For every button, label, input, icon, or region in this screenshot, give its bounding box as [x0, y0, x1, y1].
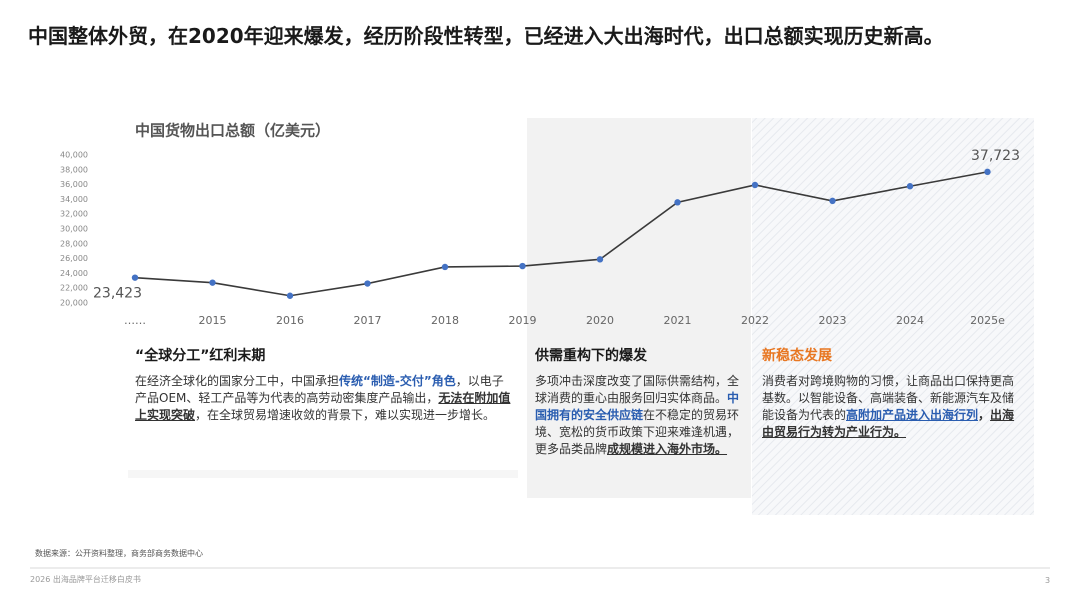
y-tick-label: 40,000 — [60, 151, 88, 160]
x-tick-label: …… — [124, 314, 146, 327]
emphasis: 无法在附加值上实现突破 — [135, 391, 511, 422]
column-body: 多项冲击深度改变了国际供需结构，全球消费的重心由服务回归实体商品。中国拥有的安全… — [535, 373, 743, 458]
x-tick-label: 2022 — [741, 314, 769, 327]
y-tick-label: 20,000 — [60, 299, 88, 308]
source-note: 数据来源：公开资料整理，商务部商务数据中心 — [35, 549, 203, 558]
marker — [829, 197, 836, 205]
marker — [674, 199, 681, 206]
x-tick-label: 2016 — [276, 314, 304, 327]
line — [134, 171, 988, 297]
marker — [751, 181, 759, 189]
column-title: 供需重构下的爆发 — [535, 348, 647, 364]
text: ，在全球贸易增速收敛的背景下，难以实现进一步增长。 — [195, 408, 496, 422]
highlight: 传统“制造-交付”角色 — [339, 374, 456, 388]
column-body: 在经济全球化的国家分工中，中国承担传统“制造-交付”角色，以电子产品OEM、轻工… — [135, 373, 515, 424]
column: “全球分工”红利末期 在经济全球化的国家分工中，中国承担传统“制造-交付”角色，… — [135, 348, 515, 424]
y-tick-label: 28,000 — [60, 239, 88, 248]
x-tick-label: 2017 — [354, 314, 382, 327]
x-tick-label: 2025e — [970, 314, 1005, 327]
data-label: 37,723 — [971, 148, 1020, 164]
y-tick-label: 26,000 — [60, 254, 88, 263]
y-tick-label: 30,000 — [60, 225, 88, 234]
marker — [441, 263, 449, 271]
x-tick-label: 2024 — [896, 314, 924, 327]
marker — [519, 262, 526, 270]
text: 在不稳定的贸易环境、宽松的货币政策下迎来难逢机遇，更多品类品牌 — [535, 408, 740, 456]
x-tick-label: 2015 — [199, 314, 227, 327]
y-tick-label: 34,000 — [60, 195, 88, 204]
marker — [984, 168, 991, 176]
text: 消费者对跨境购物的习惯，让商品出口保持更高基数。以智能设备、高端装备、新能源汽车… — [762, 374, 1015, 422]
text: 多项冲击深度改变了国际供需结构，全球消费的重心由服务回归实体商品。 — [535, 374, 740, 405]
y-tick-label: 36,000 — [60, 180, 88, 189]
y-tick-label: 22,000 — [60, 284, 88, 293]
emphasis: 出海由贸易行为转为产业行为。 — [762, 408, 1015, 439]
text: 在经济全球化的国家分工中，中国承担 — [135, 374, 340, 388]
marker — [596, 256, 604, 263]
x-tick-label: 2023 — [819, 314, 847, 327]
doc-name: 2026 出海品牌平台迁移白皮书 — [30, 575, 141, 584]
column: 供需重构下的爆发 多项冲击深度改变了国际供需结构，全球消费的重心由服务回归实体商… — [535, 348, 743, 458]
marker — [906, 183, 914, 190]
x-tick-label: 2019 — [509, 314, 537, 327]
column-title: 新稳态发展 — [762, 348, 832, 364]
highlight: 中国拥有的安全供应链 — [535, 391, 740, 422]
highlight: 高附加产品进入出海行列 — [846, 408, 979, 422]
y-tick-label: 38,000 — [60, 165, 88, 174]
panel-shadow — [128, 470, 518, 478]
data-label: 23,423 — [93, 286, 142, 302]
marker — [364, 280, 371, 287]
y-tick-label: 32,000 — [60, 210, 88, 219]
column: 新稳态发展 消费者对跨境购物的习惯，让商品出口保持更高基数。以智能设备、高端装备… — [762, 348, 1024, 441]
y-tick-label: 24,000 — [60, 269, 88, 278]
text: ， — [978, 408, 991, 422]
text: ，以电子产品OEM、轻工产品等为代表的高劳动密集度产品输出， — [135, 374, 504, 405]
panel-bg — [752, 118, 1034, 515]
marker — [209, 279, 216, 286]
x-tick-label: 2018 — [431, 314, 459, 327]
chart-title: 中国货物出口总额（亿美元） — [135, 122, 330, 140]
marker — [131, 274, 139, 281]
page-number: 3 — [1045, 576, 1051, 585]
marker — [286, 292, 294, 299]
panel-bg — [527, 118, 751, 498]
emphasis: 成规模进入海外市场。 — [607, 442, 728, 456]
x-tick-label: 2020 — [586, 314, 614, 327]
column-body: 消费者对跨境购物的习惯，让商品出口保持更高基数。以智能设备、高端装备、新能源汽车… — [762, 373, 1024, 441]
slide-title: 中国整体外贸，在2020年迎来爆发，经历阶段性转型，已经进入大出海时代，出口总额… — [28, 24, 944, 48]
x-tick-label: 2021 — [664, 314, 692, 327]
column-title: “全球分工”红利末期 — [135, 348, 266, 364]
